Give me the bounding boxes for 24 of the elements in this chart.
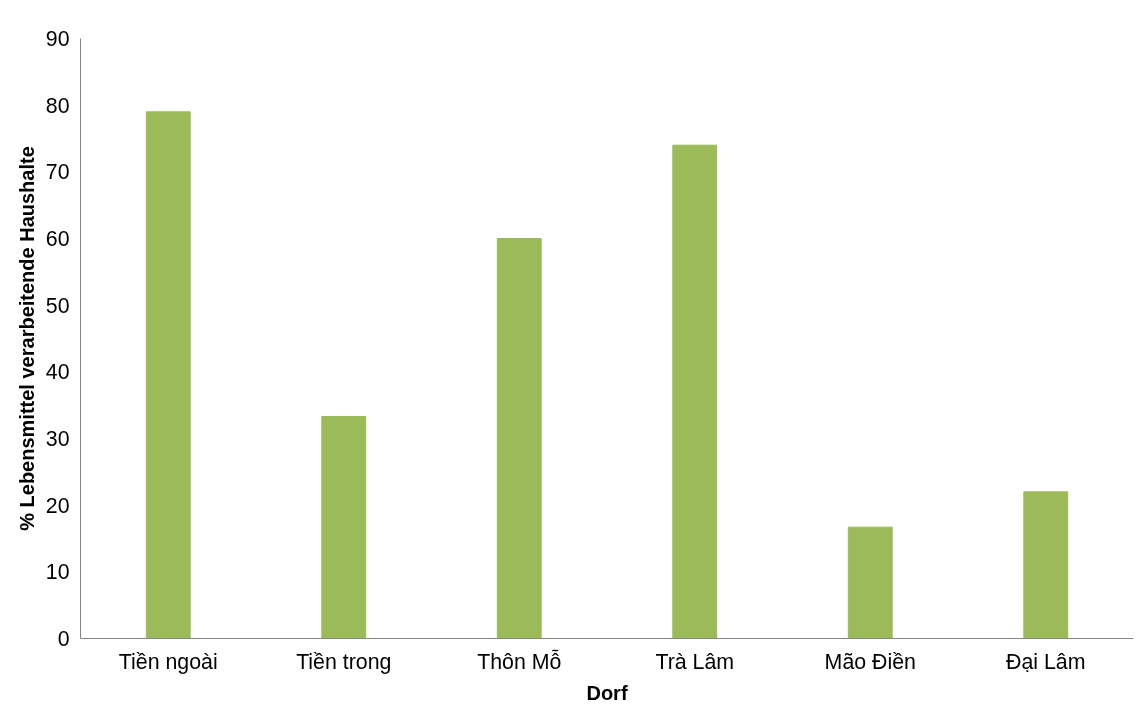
x-tick-label: Tiền ngoài	[118, 649, 218, 674]
y-tick-label: 40	[45, 360, 70, 385]
bar	[847, 526, 893, 639]
bar	[1023, 491, 1069, 639]
y-tick-label: 20	[45, 493, 70, 518]
x-tick-label: Trà Lâm	[655, 649, 735, 674]
y-tick-label: 0	[57, 627, 70, 651]
y-tick-label: 50	[45, 293, 70, 318]
x-tick-label: Tiền trong	[296, 649, 392, 674]
y-tick-label: 80	[45, 93, 70, 118]
y-tick-label: 10	[45, 560, 70, 585]
y-tick-label: 90	[45, 27, 70, 51]
y-tick-label: 30	[45, 427, 70, 451]
y-tick-label: 60	[45, 227, 70, 251]
y-axis-title: % Lebensmittel verarbeitende Haushalte	[15, 146, 38, 531]
x-tick-label: Đại Lâm	[1006, 649, 1086, 674]
bar	[672, 144, 718, 639]
x-tick-label: Mão Điền	[824, 649, 916, 674]
bar	[321, 416, 367, 639]
x-axis-title: Dorf	[586, 681, 628, 704]
y-tick-label: 70	[45, 160, 70, 185]
bar	[145, 111, 191, 639]
bar	[496, 238, 542, 639]
x-tick-label: Thôn Mỗ	[477, 648, 562, 674]
